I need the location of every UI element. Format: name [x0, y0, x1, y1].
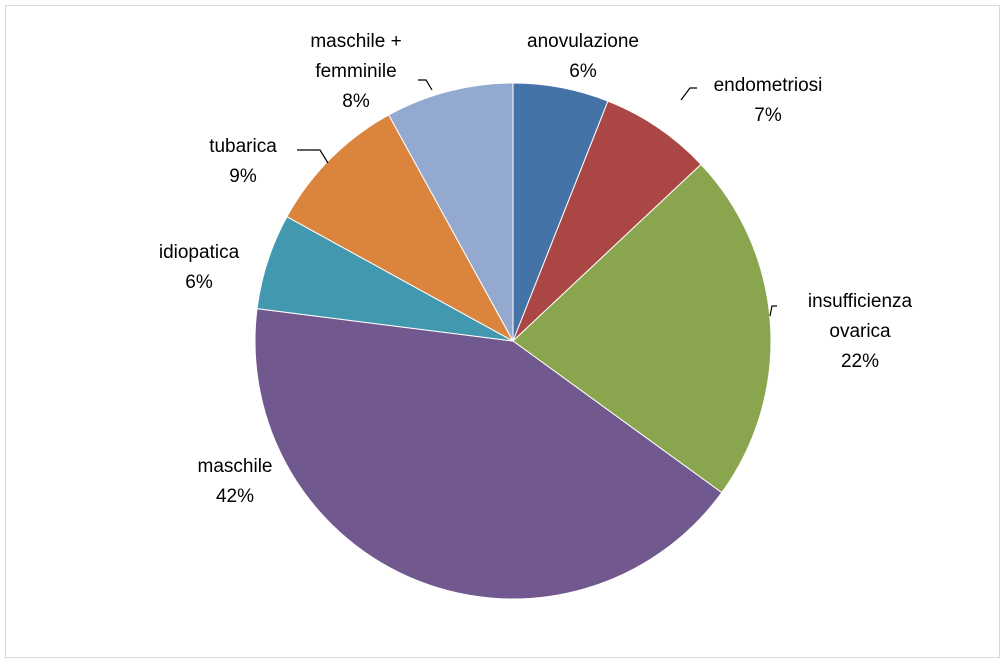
leader-lines: [297, 79, 777, 317]
category-label: maschile: [197, 456, 273, 477]
leader-line: [418, 79, 433, 91]
value-label: 8%: [342, 91, 370, 112]
pie-slice: [254, 308, 723, 600]
value-label: 9%: [229, 166, 257, 187]
data-label: endometriosi 7%: [714, 71, 823, 131]
category-label: endometriosi: [713, 75, 823, 96]
category-label: anovulazione: [527, 31, 639, 52]
value-label: 42%: [215, 486, 255, 507]
leader-line: [769, 305, 777, 317]
leader-line: [297, 149, 329, 164]
slices: [254, 82, 772, 600]
pie-slice: [512, 100, 702, 342]
data-label: maschile + femminile 8%: [310, 27, 401, 117]
pie-slice: [286, 114, 515, 343]
category-label: maschile + femminile: [310, 31, 402, 82]
pie-slice: [512, 163, 772, 494]
data-label: insufficienza ovarica 22%: [808, 287, 912, 377]
category-label: tubarica: [209, 136, 277, 157]
data-label: idiopatica 6%: [159, 238, 239, 298]
value-label: 6%: [569, 61, 597, 82]
data-label: tubarica 9%: [209, 132, 277, 192]
category-label: idiopatica: [158, 242, 240, 263]
pie-slice: [388, 82, 514, 342]
data-label: anovulazione 6%: [527, 27, 639, 87]
category-label: insufficienza ovarica: [807, 291, 913, 342]
value-label: 22%: [840, 351, 880, 372]
data-label: maschile 42%: [198, 452, 273, 512]
value-label: 6%: [185, 272, 213, 293]
value-label: 7%: [754, 105, 782, 126]
leader-line: [680, 87, 697, 101]
